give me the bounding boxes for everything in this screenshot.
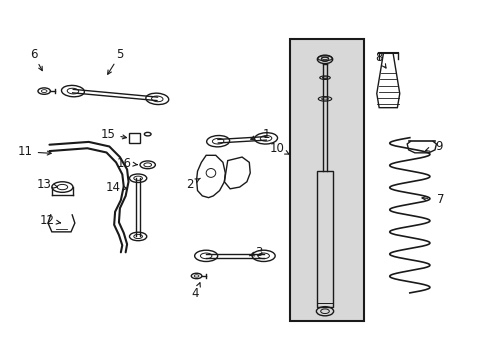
- Bar: [129, 133, 140, 143]
- Text: 5: 5: [116, 48, 123, 61]
- Text: 11: 11: [18, 145, 32, 158]
- Text: 16: 16: [116, 157, 131, 170]
- Bar: [317, 171, 332, 307]
- Text: 15: 15: [100, 128, 115, 141]
- Text: 3: 3: [255, 246, 262, 259]
- Text: 8: 8: [374, 51, 382, 64]
- Text: 9: 9: [434, 140, 442, 153]
- Text: 12: 12: [40, 214, 55, 227]
- Text: 1: 1: [262, 128, 269, 141]
- Text: 2: 2: [185, 178, 193, 191]
- Text: 10: 10: [269, 142, 284, 155]
- Text: 14: 14: [105, 181, 120, 194]
- Text: 4: 4: [191, 287, 199, 300]
- Text: 13: 13: [37, 178, 52, 191]
- Bar: [289, 39, 364, 321]
- Text: 6: 6: [30, 48, 37, 61]
- Text: 7: 7: [436, 193, 444, 206]
